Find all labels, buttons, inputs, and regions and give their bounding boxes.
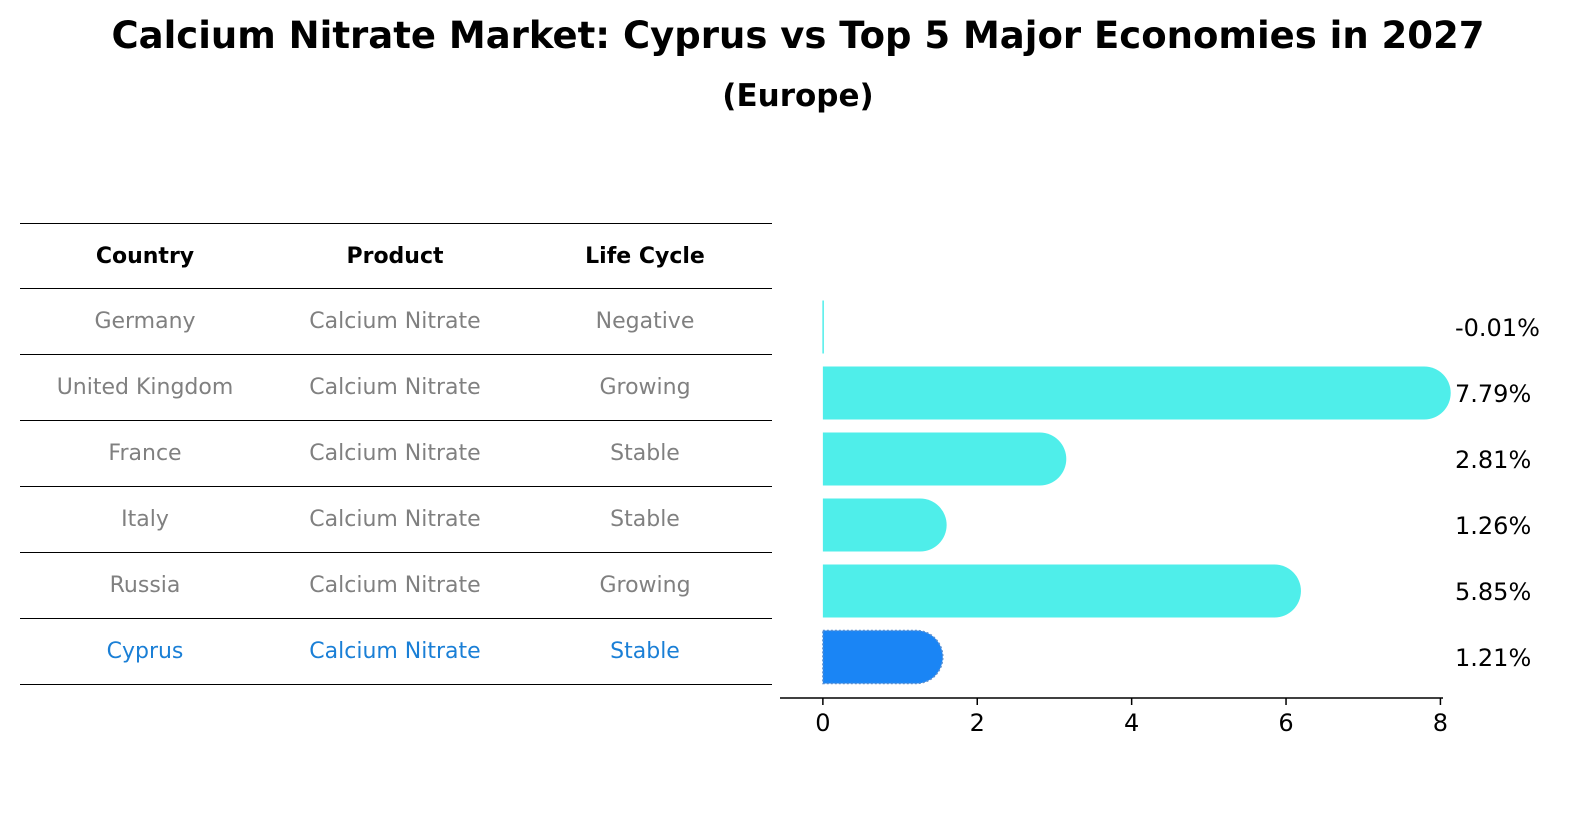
table-row-highlighted: Cyprus Calcium Nitrate Stable [20, 619, 772, 685]
data-table: Country Product Life Cycle Germany Calci… [20, 223, 772, 685]
table-row: Russia Calcium Nitrate Growing [20, 553, 772, 619]
bar [822, 498, 947, 552]
table-row: United Kingdom Calcium Nitrate Growing [20, 355, 772, 421]
value-label: 1.21% [1455, 644, 1531, 672]
country-cell: Italy [121, 507, 169, 532]
bar [822, 366, 1451, 420]
bar [822, 564, 1301, 618]
x-tick-label: 2 [970, 709, 985, 737]
product-cell: Calcium Nitrate [309, 309, 481, 334]
x-tick-label: 6 [1278, 709, 1293, 737]
life-cycle-cell: Stable [610, 441, 680, 466]
life-cycle-cell: Stable [610, 507, 680, 532]
table-row: Germany Calcium Nitrate Negative [20, 289, 772, 355]
x-tick-label: 4 [1124, 709, 1139, 737]
country-cell: Germany [94, 309, 196, 334]
life-cycle-cell: Stable [610, 639, 680, 664]
column-header-life-cycle: Life Cycle [585, 243, 705, 269]
column-header-country: Country [95, 243, 195, 269]
country-cell: Cyprus [106, 639, 184, 664]
life-cycle-cell: Growing [599, 375, 691, 400]
product-cell: Calcium Nitrate [309, 441, 481, 466]
product-cell: Calcium Nitrate [309, 573, 481, 598]
table-header-row: Country Product Life Cycle [20, 223, 772, 289]
x-tick-label: 0 [815, 709, 830, 737]
value-label: -0.01% [1455, 314, 1540, 342]
country-cell: United Kingdom [56, 375, 234, 400]
value-label: 1.26% [1455, 512, 1531, 540]
chart-subtitle: (Europe) [722, 78, 874, 114]
column-header-product: Product [346, 243, 444, 269]
value-label: 2.81% [1455, 446, 1531, 474]
x-tick-label: 8 [1433, 709, 1448, 737]
bar [822, 300, 824, 354]
product-cell: Calcium Nitrate [309, 639, 481, 664]
life-cycle-cell: Growing [599, 573, 691, 598]
table-row: France Calcium Nitrate Stable [20, 421, 772, 487]
bar [822, 432, 1067, 486]
product-cell: Calcium Nitrate [309, 375, 481, 400]
country-cell: Russia [109, 573, 181, 598]
country-cell: France [108, 441, 182, 466]
table-row: Italy Calcium Nitrate Stable [20, 487, 772, 553]
bar [822, 629, 944, 685]
value-label: 7.79% [1455, 380, 1531, 408]
value-label: 5.85% [1455, 578, 1531, 606]
life-cycle-cell: Negative [595, 309, 695, 334]
bar-chart: -0.01% 7.79% 2.81% 1.26% 5.85% 1.21% 0 2 4 6 8 [780, 300, 1540, 737]
chart-title: Calcium Nitrate Market: Cyprus vs Top 5 … [111, 14, 1485, 57]
product-cell: Calcium Nitrate [309, 507, 481, 532]
